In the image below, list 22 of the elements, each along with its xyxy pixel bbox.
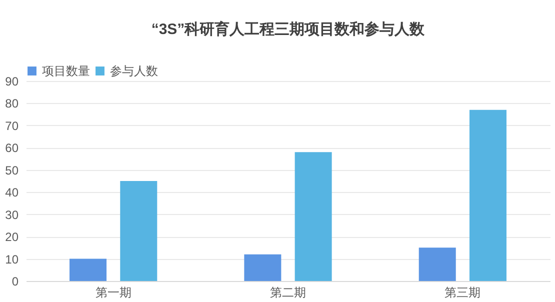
bar — [418, 248, 456, 281]
chart-title: “3S”科研育人工程三期项目数和参与人数 — [151, 20, 426, 38]
legend-label: 项目数量 — [42, 64, 90, 78]
x-tick-label: 第三期 — [444, 286, 481, 300]
bar — [469, 110, 506, 281]
y-tick-label: 60 — [5, 141, 19, 156]
bar — [294, 152, 332, 281]
y-tick-label: 90 — [5, 74, 19, 88]
x-tick-label: 第一期 — [95, 286, 132, 300]
y-tick-label: 50 — [5, 163, 19, 178]
y-tick-label: 70 — [5, 118, 19, 133]
bar — [70, 258, 107, 281]
x-tick-label: 第二期 — [270, 286, 306, 300]
y-tick-label: 20 — [5, 230, 19, 244]
y-tick-label: 10 — [5, 252, 19, 266]
bar — [120, 181, 158, 281]
legend-label: 参与人数 — [110, 64, 158, 78]
y-tick-label: 40 — [5, 186, 19, 200]
bar — [244, 254, 282, 281]
y-tick-label: 0 — [12, 274, 19, 288]
y-tick-label: 30 — [5, 208, 19, 222]
y-tick-label: 80 — [5, 96, 19, 111]
